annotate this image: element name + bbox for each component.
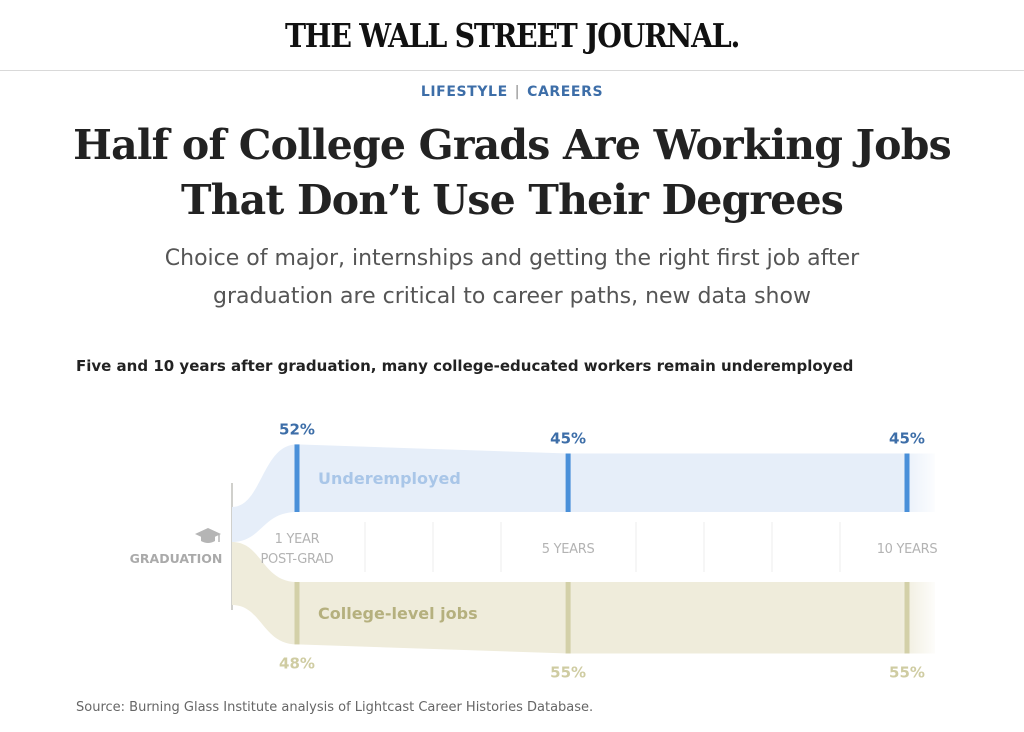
- dek-line-1: Choice of major, internships and getting…: [164, 246, 860, 271]
- marker-underemployed-year-10: [904, 453, 910, 512]
- band-underemployed: [232, 444, 935, 542]
- value-label-underemployed-year-5: 45%: [550, 430, 586, 448]
- marker-underemployed-year-5: [565, 453, 571, 512]
- value-label-underemployed-year-10: 45%: [889, 430, 925, 448]
- source-note: Source: Burning Glass Institute analysis…: [76, 700, 594, 715]
- section-link-careers[interactable]: CAREERS: [527, 84, 604, 100]
- value-label-underemployed-year-1: 52%: [279, 420, 315, 438]
- marker-underemployed-year-1: [294, 444, 300, 512]
- marker-college-year-10: [904, 582, 910, 654]
- underemployment-chart: 52% 48% 45% 55% 45% 55% Underemployed College-l…: [130, 420, 940, 682]
- section-link-lifestyle[interactable]: LIFESTYLE: [420, 84, 508, 100]
- graduation-label: GRADUATION: [130, 551, 223, 566]
- band-college-level-jobs: [232, 542, 935, 654]
- x-tick-label-year-1-line-1: 1 YEAR: [275, 532, 320, 547]
- graduation-cap-icon: [195, 528, 221, 543]
- series-label-underemployed: Underemployed: [318, 469, 461, 488]
- value-label-college-year-10: 55%: [889, 664, 925, 682]
- marker-college-year-1: [294, 582, 300, 645]
- x-tick-label-year-10-line-1: 10 YEARS: [877, 542, 938, 557]
- marker-college-year-5: [565, 582, 571, 654]
- dek-line-2: graduation are critical to career paths,…: [213, 284, 811, 309]
- dek: Choice of major, internships and getting…: [140, 240, 884, 316]
- x-tick-label-year-5-line-1: 5 YEARS: [542, 542, 595, 557]
- chart-title: Five and 10 years after graduation, many…: [76, 357, 854, 375]
- value-label-college-year-5: 55%: [550, 664, 586, 682]
- kicker-separator: |: [514, 84, 521, 100]
- section-kicker: LIFESTYLE | CAREERS: [0, 84, 1024, 100]
- series-label-college-level-jobs: College-level jobs: [318, 604, 478, 623]
- x-tick-label-year-1-line-2: POST-GRAD: [260, 552, 333, 567]
- masthead-logo[interactable]: THE WALL STREET JOURNAL.: [284, 16, 740, 55]
- headline-line-1: Half of College Grads Are Working Jobs: [73, 121, 952, 169]
- headline: Half of College Grads Are Working Jobs T…: [60, 118, 964, 228]
- value-label-college-year-1: 48%: [279, 654, 315, 672]
- masthead[interactable]: THE WALL STREET JOURNAL.: [0, 0, 1024, 71]
- headline-line-2: That Don’t Use Their Degrees: [180, 176, 844, 224]
